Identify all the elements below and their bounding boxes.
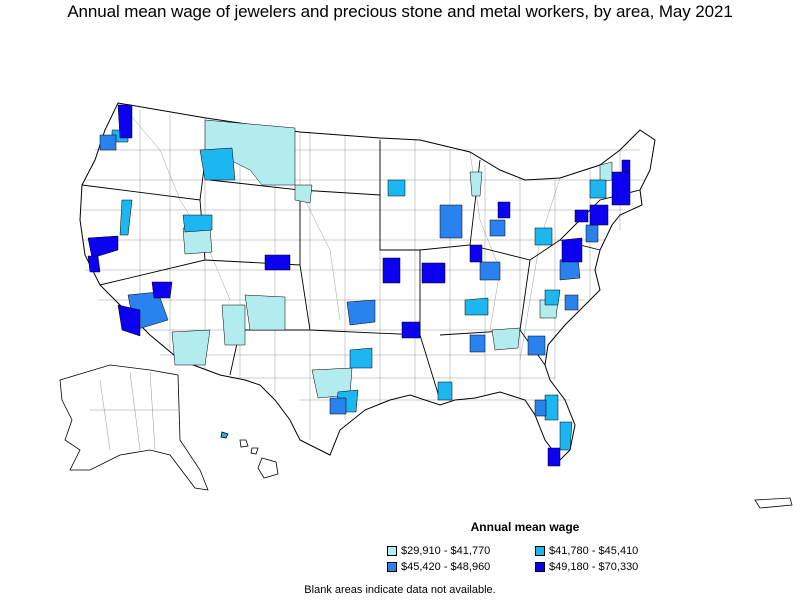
- carolina-area-2: [564, 294, 579, 311]
- indiana-area: [479, 261, 501, 281]
- illinois-area: [439, 204, 463, 239]
- oregon-area: [119, 199, 133, 236]
- legend-label-1: $29,910 - $41,770: [401, 545, 491, 557]
- legend-item-3: $45,420 - $48,960: [387, 561, 490, 573]
- washington-area-2: [99, 134, 117, 151]
- alabama-area: [469, 334, 486, 353]
- legend-swatch-4: [535, 562, 545, 572]
- louisiana-area-2: [329, 397, 347, 415]
- legend-label-2: $41,780 - $45,410: [549, 545, 639, 557]
- new-jersey-area: [585, 224, 599, 243]
- florida-area-1: [544, 394, 559, 421]
- new-england-area: [589, 179, 607, 199]
- arizona-area: [171, 329, 211, 366]
- utah-area: [182, 214, 213, 233]
- miami-area: [547, 447, 561, 467]
- dc-area: [561, 237, 583, 263]
- boston-area: [611, 171, 631, 206]
- tennessee-area: [491, 327, 521, 351]
- ohio-area-2: [574, 209, 589, 223]
- tier3-areas: [99, 134, 599, 417]
- hawaii-islands: [220, 431, 279, 479]
- dallas-area: [401, 321, 421, 339]
- indianapolis-area: [469, 244, 483, 263]
- footnote: Blank areas indicate data not available.: [304, 584, 496, 596]
- texas-area-3: [346, 299, 376, 326]
- carolina-area: [544, 289, 561, 306]
- legend-swatch-3: [387, 562, 397, 572]
- louisiana-area: [437, 381, 453, 401]
- legend-swatch-1: [387, 546, 397, 556]
- legend-item-1: $29,910 - $41,770: [387, 545, 490, 557]
- tier4-areas: [87, 104, 631, 467]
- georgia-area: [527, 335, 546, 356]
- legend-item-4: $49,180 - $70,330: [535, 561, 638, 573]
- kansas-city-area: [382, 257, 401, 284]
- continental-us-outline: [79, 102, 656, 461]
- oklahoma-area: [349, 347, 373, 369]
- new-mexico-area-2: [221, 304, 246, 346]
- florida-area-2: [559, 421, 573, 451]
- michigan-area-2: [489, 219, 506, 237]
- los-angeles-area: [117, 304, 141, 337]
- chicago-area: [497, 201, 511, 219]
- alaska-outline: [59, 364, 209, 491]
- wyoming-area: [294, 184, 313, 204]
- new-mexico-area-1: [244, 294, 286, 331]
- ny-area: [599, 161, 613, 183]
- michigan-area: [469, 171, 483, 197]
- puerto-rico-outline: [754, 497, 793, 509]
- legend-swatch-2: [535, 546, 545, 556]
- kentucky-area: [464, 297, 489, 316]
- new-england-2: [621, 159, 631, 173]
- las-vegas-area: [151, 281, 173, 299]
- legend-label-4: $49,180 - $70,330: [549, 561, 639, 573]
- seattle-area: [117, 104, 133, 139]
- san-francisco-area: [87, 235, 119, 259]
- nyc-area: [589, 204, 609, 226]
- map-title: Annual mean wage of jewelers and preciou…: [67, 2, 733, 21]
- legend-label-3: $45,420 - $48,960: [401, 561, 491, 573]
- wisconsin-area: [387, 179, 406, 197]
- idaho-area: [199, 147, 236, 181]
- bay-area-2: [87, 255, 101, 273]
- st-louis-area: [421, 262, 446, 284]
- florida-area-3: [534, 399, 547, 417]
- legend-title: Annual mean wage: [470, 520, 580, 534]
- denver-area: [264, 254, 291, 271]
- ohio-area: [534, 227, 553, 246]
- alaska-inner-lines: [90, 371, 178, 451]
- legend-item-2: $41,780 - $45,410: [535, 545, 638, 557]
- tier1-areas: [171, 119, 613, 399]
